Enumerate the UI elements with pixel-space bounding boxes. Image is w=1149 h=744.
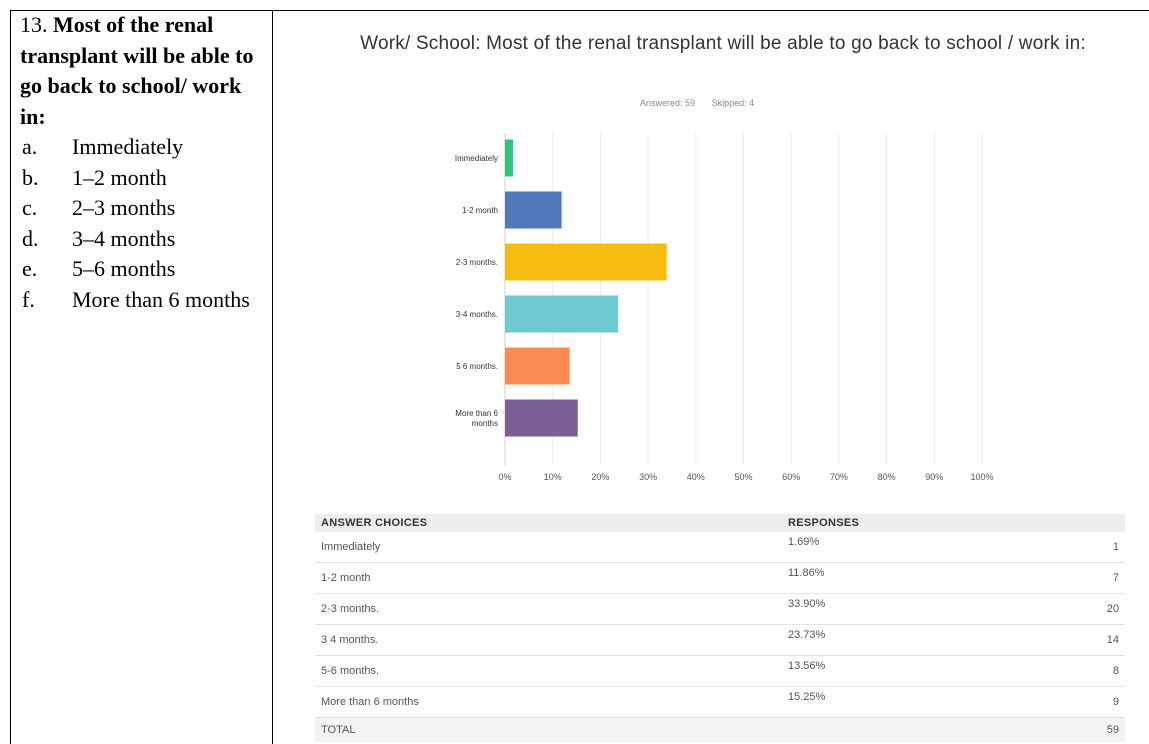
category-label: Immediately bbox=[455, 154, 498, 163]
option-label: More than 6 months bbox=[72, 286, 250, 312]
table-row: 3 4 months. 23.73% 14 bbox=[315, 624, 1125, 656]
cell-choice: More than 6 months bbox=[315, 686, 782, 718]
bar bbox=[505, 399, 578, 437]
cell-percent: 13.56% bbox=[782, 655, 1012, 687]
x-tick-label: 0% bbox=[498, 472, 511, 482]
cell-percent: 11.86% bbox=[782, 562, 1012, 594]
x-tick-label: 100% bbox=[970, 472, 993, 482]
question-text: Most of the renal transplant will be abl… bbox=[20, 12, 254, 129]
table-row: 1-2 month 11.86% 7 bbox=[315, 562, 1125, 594]
cell-choice: 2-3 months. bbox=[315, 593, 782, 625]
question-block: 13. Most of the renal transplant will be… bbox=[20, 10, 270, 315]
cell-count: 7 bbox=[1011, 562, 1125, 594]
x-tick-label: 80% bbox=[878, 472, 896, 482]
x-tick-label: 90% bbox=[925, 472, 943, 482]
category-label: 3-4 months. bbox=[456, 310, 498, 319]
cell-count: 8 bbox=[1011, 655, 1125, 687]
answered-count: Answered: 59 bbox=[640, 98, 696, 108]
option-label: 2–3 months bbox=[72, 195, 176, 220]
header-answer-choices: ANSWER CHOICES bbox=[315, 514, 782, 532]
x-tick-label: 50% bbox=[734, 472, 752, 482]
cell-percent: 23.73% bbox=[782, 624, 1012, 656]
option-label: 3–4 months bbox=[72, 225, 176, 251]
question-title: 13. Most of the renal transplant will be… bbox=[20, 10, 270, 132]
category-label: 1-2 month bbox=[462, 206, 498, 215]
option-item: b. 1–2 month bbox=[20, 163, 270, 194]
total-spacer bbox=[782, 717, 1012, 742]
cell-choice: Immediately bbox=[315, 532, 782, 563]
cell-percent: 15.25% bbox=[782, 686, 1012, 718]
option-item: d. 3–4 months bbox=[20, 224, 270, 255]
table-row: 2-3 months. 33.90% 20 bbox=[315, 593, 1125, 625]
bar bbox=[505, 139, 514, 177]
option-letter: a. bbox=[22, 134, 38, 159]
responses-table: ANSWER CHOICES RESPONSES Immediately 1.6… bbox=[315, 514, 1125, 742]
option-label: Immediately bbox=[72, 134, 184, 159]
table-total-row: TOTAL 59 bbox=[315, 717, 1125, 742]
cell-count: 20 bbox=[1011, 593, 1125, 625]
table-row: More than 6 months 15.25% 9 bbox=[315, 686, 1125, 718]
top-border bbox=[10, 10, 1149, 11]
option-item: f. More than 6 months bbox=[20, 285, 270, 316]
option-letter: b. bbox=[22, 164, 39, 190]
cell-percent: 1.69% bbox=[782, 532, 1012, 563]
cell-count: 1 bbox=[1011, 532, 1125, 563]
category-label: 2-3 months. bbox=[456, 258, 498, 267]
cell-choice: 1-2 month bbox=[315, 562, 782, 594]
column-divider bbox=[272, 10, 273, 744]
x-tick-label: 10% bbox=[544, 472, 562, 482]
options-list: a. Immediately b. 1–2 month c. 2–3 months d… bbox=[20, 132, 270, 315]
option-item: a. Immediately bbox=[20, 132, 270, 163]
x-tick-label: 60% bbox=[782, 472, 800, 482]
category-label: 5 6 months. bbox=[456, 362, 498, 371]
response-counts: Answered: 59 Skipped: 4 bbox=[640, 98, 768, 108]
x-tick-label: 30% bbox=[639, 472, 657, 482]
option-label: 1–2 month bbox=[72, 164, 167, 190]
table-row: 5-6 months. 13.56% 8 bbox=[315, 655, 1125, 687]
option-letter: d. bbox=[22, 225, 39, 251]
option-letter: e. bbox=[22, 256, 38, 281]
skipped-count: Skipped: 4 bbox=[711, 98, 755, 108]
header-responses: RESPONSES bbox=[782, 514, 1125, 532]
x-tick-label: 70% bbox=[830, 472, 848, 482]
cell-percent: 33.90% bbox=[782, 593, 1012, 625]
option-item: c. 2–3 months bbox=[20, 193, 270, 224]
table-header-row: ANSWER CHOICES RESPONSES bbox=[315, 514, 1125, 532]
x-tick-label: 40% bbox=[687, 472, 705, 482]
question-number: 13. bbox=[20, 12, 48, 37]
option-item: e. 5–6 months bbox=[20, 254, 270, 285]
bar bbox=[505, 191, 562, 229]
bar bbox=[505, 295, 619, 333]
option-label: 5–6 months bbox=[72, 256, 176, 281]
bar bbox=[505, 243, 667, 281]
cell-choice: 3 4 months. bbox=[315, 624, 782, 656]
category-label: More than 6 bbox=[455, 409, 498, 418]
total-label: TOTAL bbox=[315, 717, 782, 742]
bar bbox=[505, 347, 570, 385]
cell-choice: 5-6 months. bbox=[315, 655, 782, 687]
option-letter: c. bbox=[22, 195, 38, 220]
chart-title: Work/ School: Most of the renal transpla… bbox=[360, 33, 1086, 54]
cell-count: 9 bbox=[1011, 686, 1125, 718]
total-count: 59 bbox=[1011, 717, 1125, 742]
option-letter: f. bbox=[22, 286, 35, 312]
x-tick-label: 20% bbox=[591, 472, 609, 482]
cell-count: 14 bbox=[1011, 624, 1125, 656]
category-label: months bbox=[472, 419, 498, 428]
table-row: Immediately 1.69% 1 bbox=[315, 532, 1125, 563]
left-border bbox=[10, 10, 11, 744]
